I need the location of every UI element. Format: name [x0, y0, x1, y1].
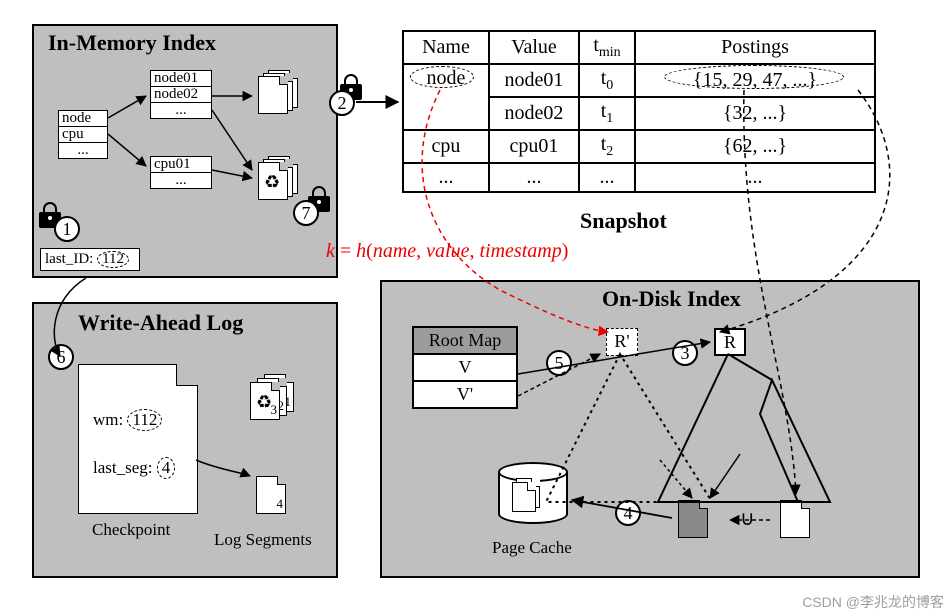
list-item: ...	[59, 143, 107, 158]
step-7: 7	[293, 200, 319, 226]
step-2: 2	[329, 90, 355, 116]
col-tmin: tmin	[579, 31, 635, 64]
on-disk-title: On-Disk Index	[602, 286, 741, 312]
union-symbol: ∪	[740, 506, 755, 531]
step-4: 4	[615, 500, 641, 526]
step-1: 1	[54, 216, 80, 242]
page-cache-cylinder	[498, 462, 568, 532]
root-map: Root Map V V'	[412, 326, 518, 409]
in-memory-title: In-Memory Index	[48, 30, 216, 56]
root-map-v: V	[414, 355, 516, 382]
recycle-icon: ♻	[264, 172, 280, 193]
table-row: ... ... ... ...	[403, 163, 875, 192]
table-row: node node01 t0 {15, 29, 47, ...}	[403, 64, 875, 97]
list-item: ...	[151, 173, 211, 188]
root-map-hdr: Root Map	[414, 328, 516, 355]
table-row: cpu cpu01 t2 {62, ...}	[403, 130, 875, 163]
wm-label: wm:	[93, 410, 123, 429]
last-id-val: 112	[97, 251, 129, 268]
panel-in-memory: In-Memory Index node cpu ... node01 node…	[32, 24, 338, 278]
snapshot-title: Snapshot	[580, 208, 667, 234]
step-3: 3	[672, 340, 698, 366]
col-value: Value	[489, 31, 579, 64]
footer-watermark: CSDN @李兆龙的博客	[802, 592, 944, 612]
step-5: 5	[546, 350, 572, 376]
formula: k = h(name, value, timestamp)	[326, 240, 568, 263]
r-node: R	[714, 328, 746, 356]
checkpoint-label: Checkpoint	[92, 520, 170, 540]
mem-left-list: node cpu ...	[58, 110, 108, 159]
last-id-box: last_ID: 112	[40, 248, 140, 271]
rprime-node: R'	[606, 328, 638, 356]
mem-bot-list: cpu01 ...	[150, 156, 212, 189]
snapshot-table: Name Value tmin Postings node node01 t0 …	[402, 30, 876, 193]
wm-val: 112	[127, 409, 162, 431]
col-postings: Postings	[635, 31, 875, 64]
wal-title: Write-Ahead Log	[78, 310, 243, 336]
list-item: node02	[151, 87, 211, 103]
last-id-label: last_ID:	[45, 251, 93, 267]
list-item: cpu	[59, 127, 107, 143]
root-map-vprime: V'	[414, 382, 516, 407]
checkpoint-page: wm: 112 last_seg: 4	[78, 364, 198, 514]
log-segments-label: Log Segments	[214, 530, 312, 550]
list-item: node01	[151, 71, 211, 87]
panel-on-disk: On-Disk Index Root Map V V' R' R Page Ca…	[380, 280, 920, 578]
step-6: 6	[48, 344, 74, 370]
list-item: ...	[151, 103, 211, 118]
mem-top-list: node01 node02 ...	[150, 70, 212, 119]
light-page	[780, 500, 810, 538]
col-name: Name	[403, 31, 489, 64]
list-item: cpu01	[151, 157, 211, 173]
dark-page	[678, 500, 708, 538]
page-cache-label: Page Cache	[492, 538, 572, 558]
list-item: node	[59, 111, 107, 127]
panel-wal: Write-Ahead Log wm: 112 last_seg: 4 Chec…	[32, 302, 338, 578]
last-seg-val: 4	[157, 457, 176, 479]
last-seg-label: last_seg:	[93, 458, 153, 477]
